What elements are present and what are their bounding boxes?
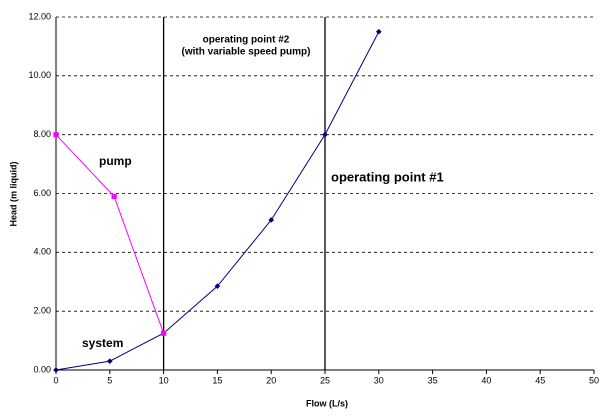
annotation: (with variable speed pump) bbox=[182, 47, 311, 58]
series-label: system bbox=[82, 336, 123, 350]
y-tick-label: 0.00 bbox=[33, 364, 51, 374]
point bbox=[322, 131, 328, 138]
y-tick-label: 10.00 bbox=[28, 70, 51, 80]
x-tick-label: 25 bbox=[320, 375, 330, 385]
x-tick-label: 5 bbox=[107, 375, 112, 385]
series-label: pump bbox=[99, 154, 132, 168]
y-tick-label: 6.00 bbox=[33, 188, 51, 198]
annotation: operating point #2 bbox=[203, 35, 290, 46]
x-tick-label: 20 bbox=[266, 375, 276, 385]
x-tick-label: 50 bbox=[589, 375, 599, 385]
x-tick-label: 15 bbox=[212, 375, 222, 385]
point bbox=[106, 358, 113, 365]
point bbox=[214, 283, 221, 289]
y-tick-label: 2.00 bbox=[33, 306, 51, 316]
point bbox=[375, 28, 382, 35]
x-tick-label: 40 bbox=[481, 375, 491, 385]
x-tick-label: 45 bbox=[535, 375, 545, 385]
x-tick-label: 0 bbox=[53, 375, 58, 385]
point bbox=[111, 193, 117, 200]
x-axis-title: Flow (L/s) bbox=[306, 398, 348, 408]
x-tick-label: 10 bbox=[159, 375, 169, 385]
y-axis-title: Head (m liquid) bbox=[8, 161, 18, 226]
annotation: operating point #1 bbox=[331, 169, 444, 184]
point bbox=[53, 132, 59, 138]
y-tick-label: 12.00 bbox=[28, 11, 51, 21]
y-tick-label: 4.00 bbox=[33, 247, 51, 257]
point bbox=[161, 330, 167, 336]
x-tick-label: 30 bbox=[374, 375, 384, 385]
series-line bbox=[55, 31, 380, 371]
point bbox=[53, 367, 59, 373]
x-tick-label: 35 bbox=[428, 375, 438, 385]
y-tick-label: 8.00 bbox=[33, 129, 51, 139]
point bbox=[268, 217, 275, 223]
